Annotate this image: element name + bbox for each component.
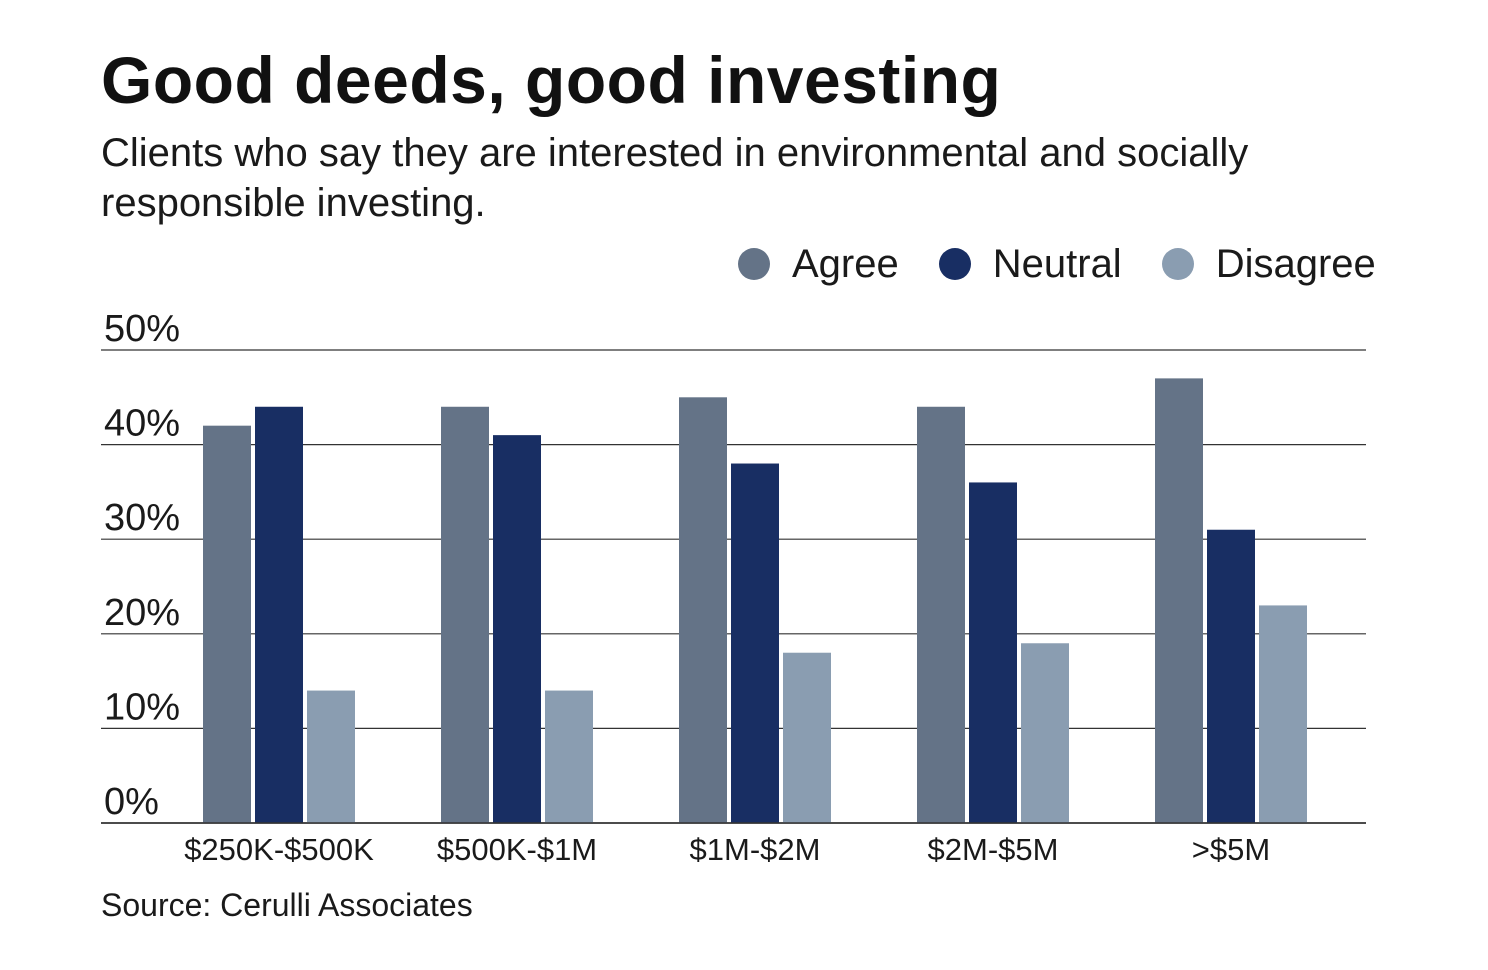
legend-item-neutral: Neutral — [938, 241, 1122, 287]
legend-label-neutral: Neutral — [992, 241, 1122, 286]
x-tick-label: $250K-$500K — [184, 832, 374, 867]
x-tick-label: $500K-$1M — [437, 832, 597, 867]
y-tick-label: 50% — [104, 308, 180, 350]
x-tick-label: $2M-$5M — [928, 832, 1059, 867]
y-tick-label: 30% — [104, 497, 180, 539]
bar-agree — [917, 406, 965, 823]
bar-agree — [203, 425, 251, 823]
chart-subtitle: Clients who say they are interested in e… — [101, 131, 1249, 225]
bar-disagree — [1021, 643, 1069, 823]
bar-neutral — [1207, 529, 1255, 823]
bar-neutral — [255, 406, 303, 823]
legend-dot-disagree — [1161, 248, 1194, 280]
bar-disagree — [1259, 605, 1307, 823]
bar-neutral — [493, 435, 541, 823]
x-tick-label: >$5M — [1192, 832, 1270, 867]
bar-agree — [441, 406, 489, 823]
bar-agree — [679, 397, 727, 823]
bar-disagree — [307, 690, 355, 823]
legend-label-disagree: Disagree — [1215, 241, 1376, 286]
legend-dot-agree — [738, 248, 770, 280]
y-tick-label: 0% — [104, 781, 159, 823]
legend-label-agree: Agree — [792, 241, 899, 286]
bar-neutral — [731, 463, 779, 823]
source-note: Source: Cerulli Associates — [101, 887, 473, 923]
x-tick-label: $1M-$2M — [690, 832, 821, 867]
chart-title: Good deeds, good investing — [101, 43, 1002, 117]
y-tick-label: 10% — [104, 686, 180, 728]
bar-agree — [1155, 378, 1203, 823]
bar-disagree — [783, 652, 831, 823]
y-tick-label: 40% — [104, 403, 180, 445]
bar-neutral — [969, 482, 1017, 823]
legend-item-disagree: Disagree — [1161, 241, 1376, 287]
chart-legend: Agree Neutral Disagree — [738, 241, 1376, 287]
legend-item-agree: Agree — [738, 242, 899, 287]
y-tick-label: 20% — [104, 592, 180, 634]
bar-disagree — [545, 690, 593, 823]
legend-dot-neutral — [938, 248, 971, 280]
